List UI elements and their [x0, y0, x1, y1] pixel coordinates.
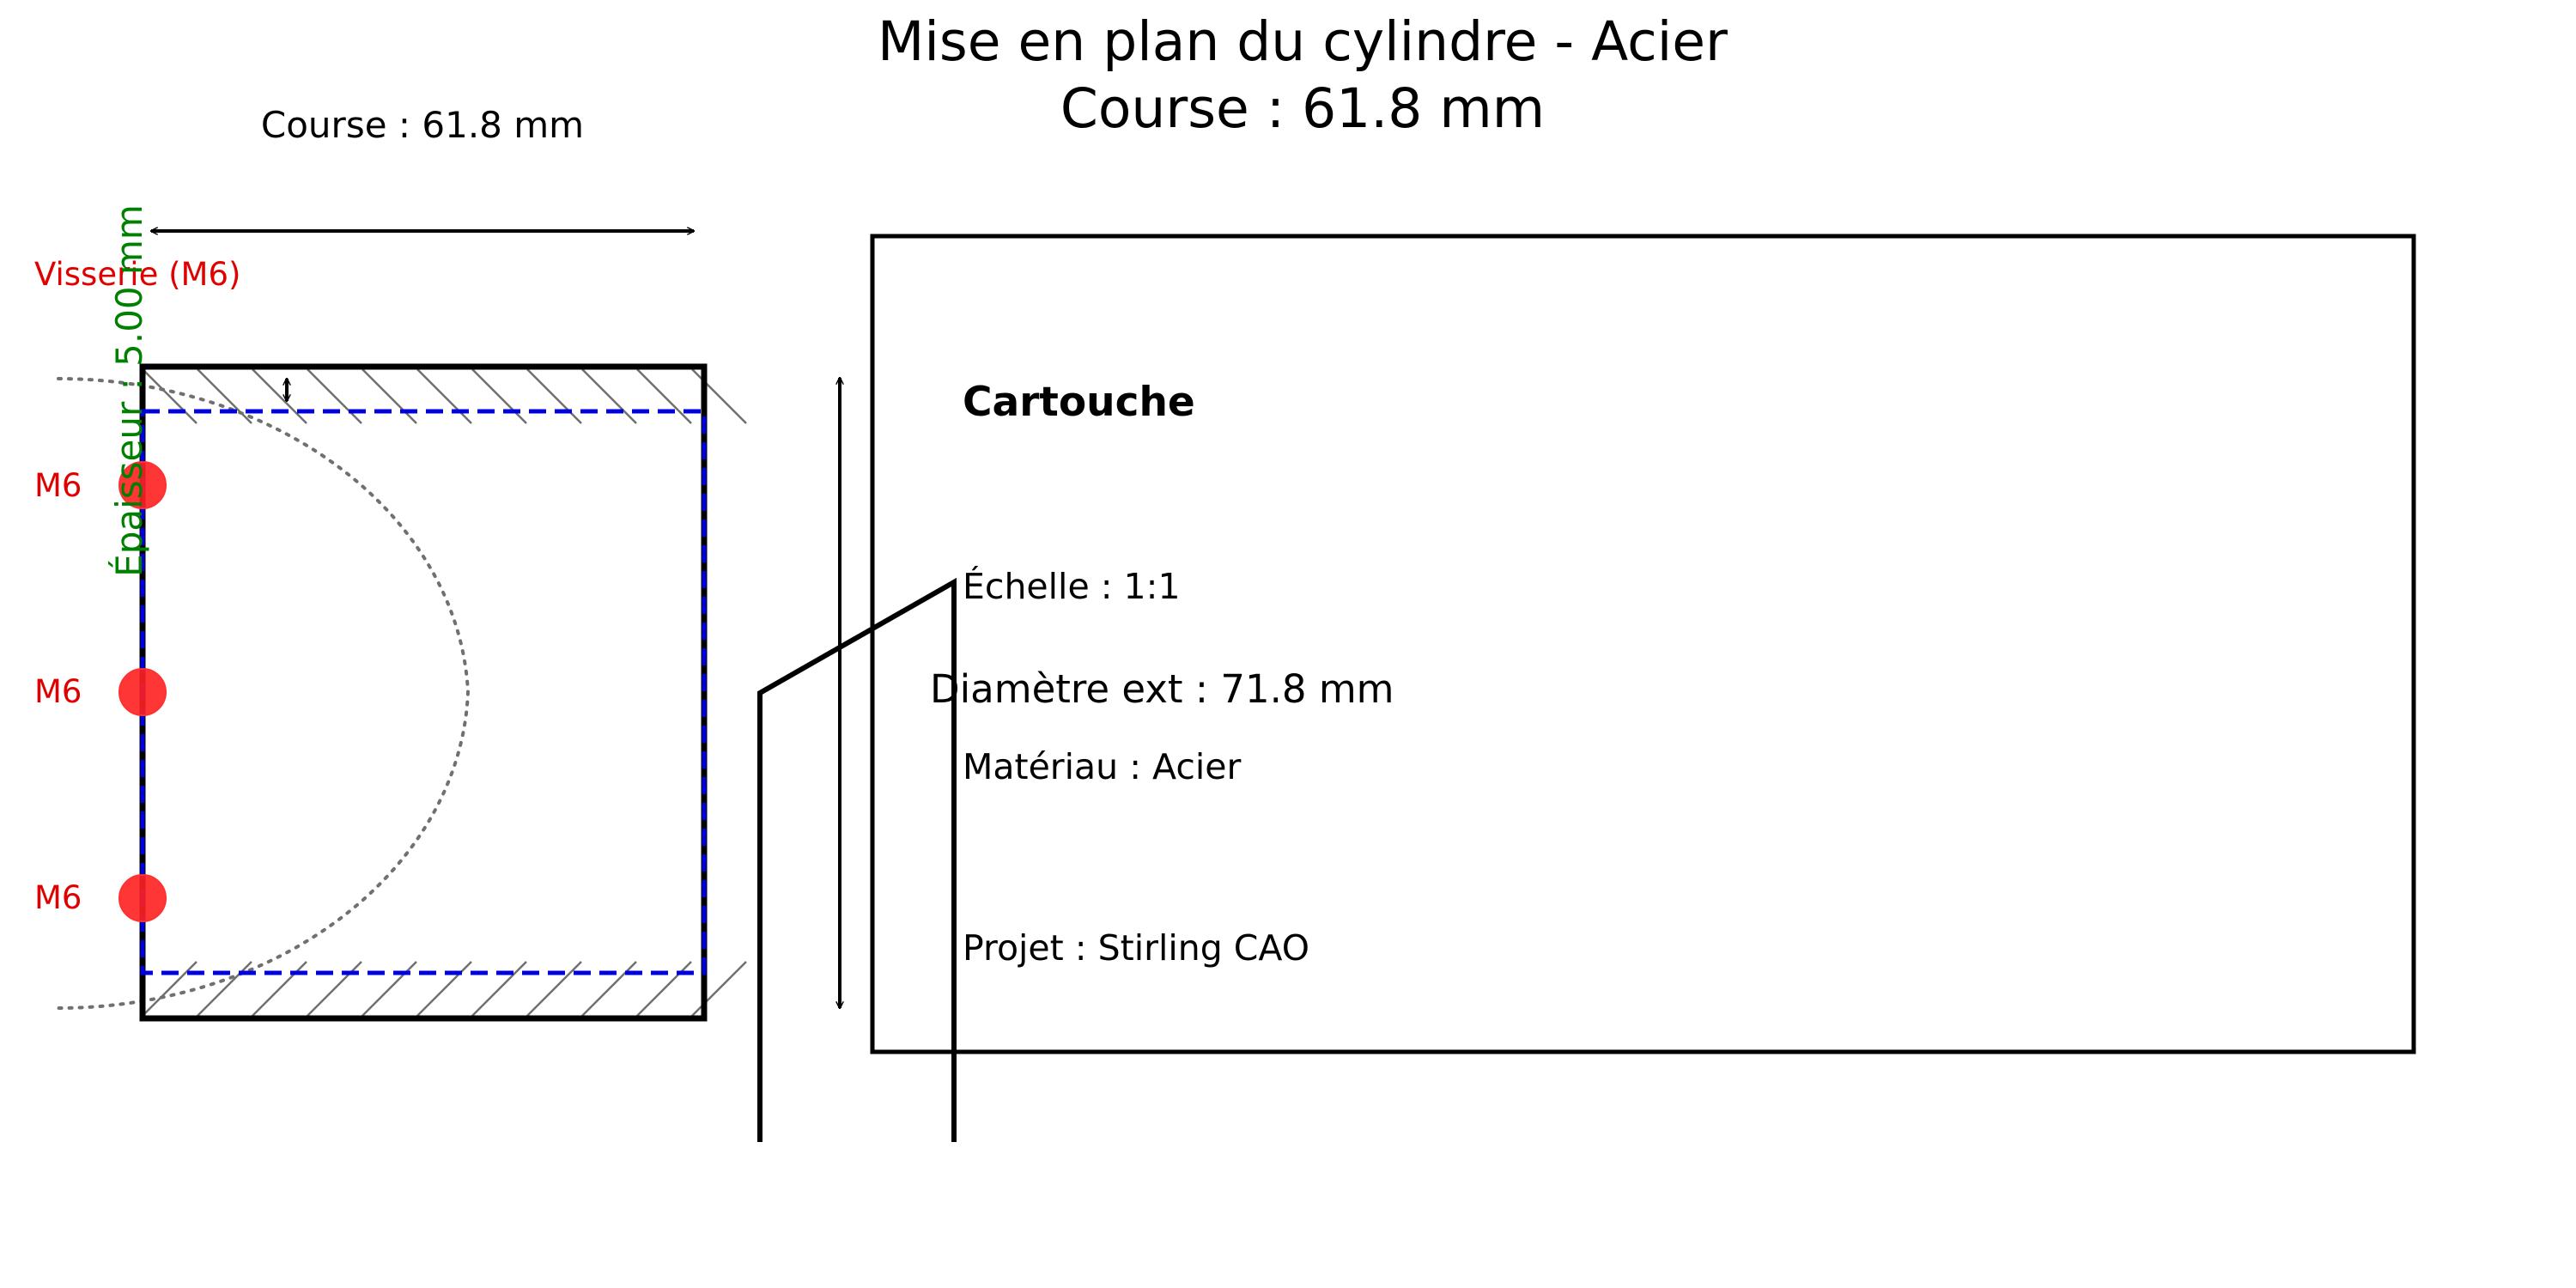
stroke-dimension-label: Course : 61.8 mm [261, 104, 584, 146]
profile-leader-line [757, 577, 957, 1142]
top-wall-hatching [142, 368, 747, 424]
top-hatch-line [361, 368, 417, 424]
top-hatch-line [471, 368, 527, 424]
top-hatch-line [526, 368, 582, 424]
title-block-material: Matériau : Acier [963, 746, 1242, 787]
screw-label-3: M6 [34, 879, 82, 916]
bottom-hatch-line [197, 961, 252, 1017]
top-hatch-line [416, 368, 472, 424]
bottom-wall-hatching [142, 961, 747, 1017]
screw-hole-2 [118, 668, 167, 716]
bottom-hatch-line [581, 961, 637, 1017]
bore-arc [57, 377, 471, 1010]
title-block-heading: Cartouche [963, 379, 1195, 426]
diameter-label: Diamètre ext : 71.8 mm [930, 666, 1394, 712]
top-hatch-line [581, 368, 637, 424]
top-hatch-line [691, 368, 747, 424]
bottom-hatch-line [307, 961, 362, 1017]
top-hatch-line [252, 368, 307, 424]
top-hatch-line [307, 368, 362, 424]
screw-hole-1 [118, 461, 167, 509]
bottom-hatch-line [471, 961, 527, 1017]
cylinder-outline [139, 363, 708, 1022]
screw-label-2: M6 [34, 673, 82, 710]
screws-label: Visserie (M6) [34, 256, 240, 293]
title-block-frame [870, 234, 2416, 1054]
bottom-hatch-line [691, 961, 747, 1017]
bottom-hatch-line [361, 961, 417, 1017]
top-hatch-line [142, 368, 197, 424]
top-hatch-line [197, 368, 252, 424]
screw-hole-3 [118, 874, 167, 922]
top-hatch-line [636, 368, 692, 424]
bottom-hatch-line [636, 961, 692, 1017]
drawing-subtitle: Course : 61.8 mm [1060, 77, 1545, 140]
bottom-hatch-line [252, 961, 307, 1017]
title-block-project: Projet : Stirling CAO [963, 927, 1309, 969]
drawing-title: Mise en plan du cylindre - Acier [878, 10, 1728, 73]
bottom-hatch-line [526, 961, 582, 1017]
screw-label-1: M6 [34, 467, 82, 504]
bottom-hatch-line [416, 961, 472, 1017]
inner-wall-outline [140, 409, 707, 975]
bottom-hatch-line [142, 961, 197, 1017]
title-block-scale: Échelle : 1:1 [963, 566, 1181, 607]
thickness-label: Épaisseur : 5.00 mm [107, 204, 150, 577]
